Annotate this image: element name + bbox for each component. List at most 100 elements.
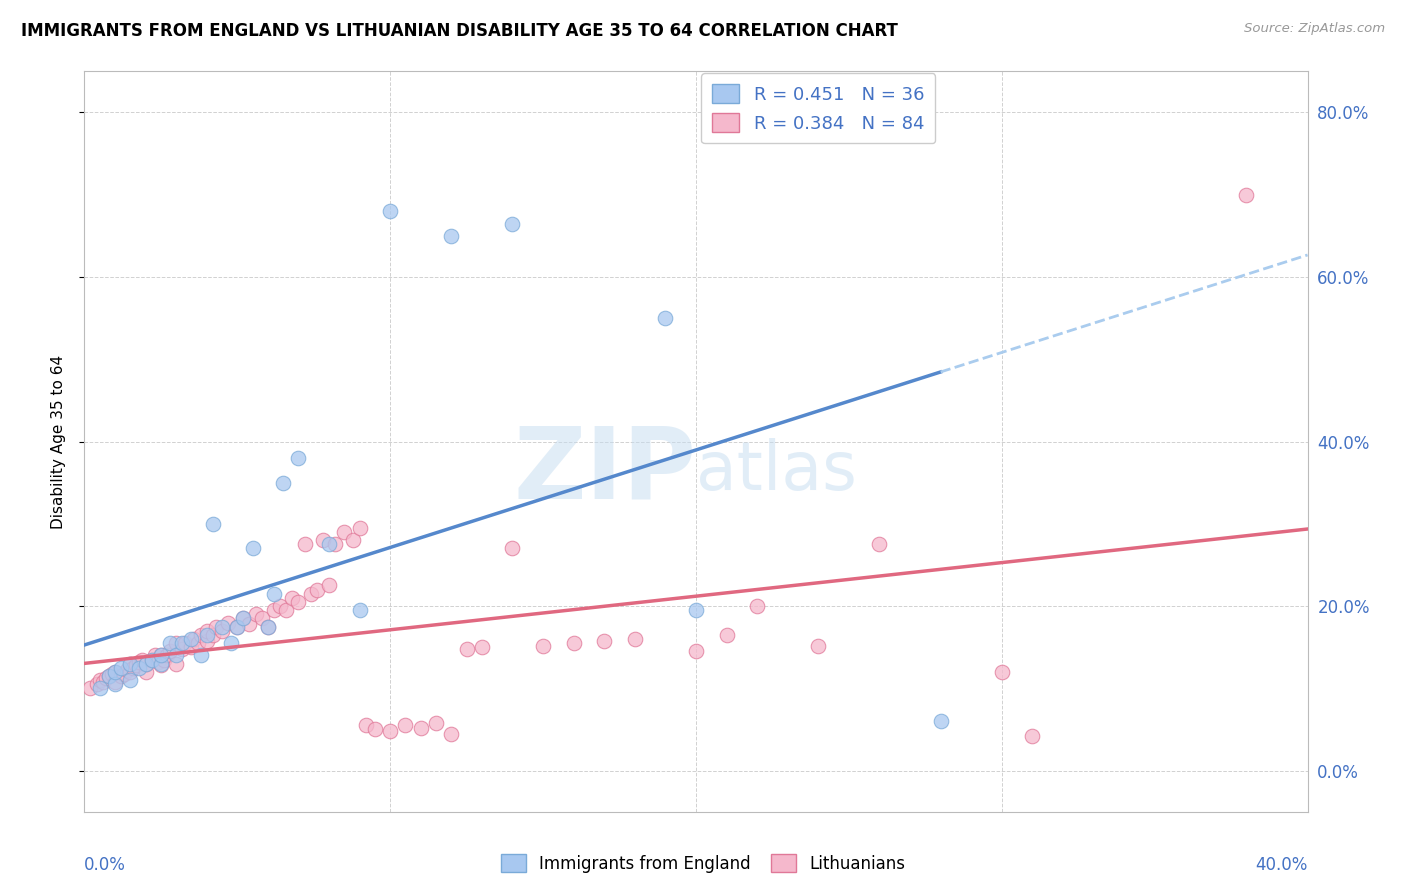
Text: Source: ZipAtlas.com: Source: ZipAtlas.com (1244, 22, 1385, 36)
Point (180, 640, 202, 655)
Point (349, 521, 371, 535)
Point (257, 619, 280, 633)
Point (281, 591, 304, 605)
Point (217, 615, 239, 630)
Point (440, 228, 463, 243)
Point (201, 516, 224, 531)
Point (159, 636, 181, 650)
Point (172, 641, 194, 656)
Text: 0.0%: 0.0% (84, 856, 127, 874)
Point (156, 648, 179, 663)
Point (91, 674, 114, 689)
Point (104, 677, 127, 691)
Point (104, 665, 127, 679)
Point (104, 665, 127, 679)
Point (201, 628, 224, 642)
Point (141, 652, 163, 666)
Point (135, 657, 157, 671)
Text: atlas: atlas (696, 438, 856, 504)
Point (624, 632, 647, 646)
Point (149, 648, 172, 663)
Point (135, 657, 157, 671)
Point (318, 537, 340, 551)
Point (502, 541, 524, 556)
Point (86, 677, 108, 691)
Point (287, 595, 309, 609)
Point (165, 657, 187, 671)
Point (456, 641, 478, 656)
Point (238, 617, 260, 632)
Point (593, 633, 616, 648)
Point (120, 673, 142, 687)
Point (165, 636, 187, 650)
Text: ZIP: ZIP (513, 423, 696, 520)
Point (153, 652, 176, 666)
Point (219, 636, 242, 650)
Point (716, 628, 738, 642)
Point (685, 603, 707, 617)
Point (250, 611, 273, 625)
Point (685, 644, 707, 658)
Point (143, 648, 166, 663)
Point (195, 633, 218, 648)
Point (1021, 729, 1043, 743)
Point (354, 718, 377, 732)
Point (112, 666, 135, 681)
Point (747, 599, 769, 613)
Point (101, 666, 124, 681)
Point (232, 611, 254, 625)
Point (394, 718, 416, 732)
Point (349, 603, 371, 617)
Point (380, 724, 402, 739)
Point (226, 619, 249, 633)
Point (232, 611, 254, 625)
Legend: Immigrants from England, Lithuanians: Immigrants from England, Lithuanians (494, 847, 912, 880)
Point (471, 640, 494, 655)
Point (263, 587, 285, 601)
Point (245, 607, 267, 622)
Point (97, 669, 120, 683)
Point (195, 624, 218, 638)
Point (502, 217, 524, 231)
Point (305, 582, 328, 597)
Point (271, 475, 294, 490)
Point (342, 533, 364, 548)
Point (380, 204, 402, 219)
Point (869, 537, 891, 551)
Point (312, 533, 335, 548)
Point (141, 652, 163, 666)
Point (190, 628, 212, 642)
Point (97, 669, 120, 683)
Point (654, 311, 676, 326)
Point (120, 657, 142, 671)
Point (120, 657, 142, 671)
Point (128, 661, 150, 675)
Point (409, 721, 432, 735)
Text: IMMIGRANTS FROM ENGLAND VS LITHUANIAN DISABILITY AGE 35 TO 64 CORRELATION CHART: IMMIGRANTS FROM ENGLAND VS LITHUANIAN DI… (21, 22, 898, 40)
Point (115, 663, 138, 677)
Point (276, 603, 298, 617)
Y-axis label: Disability Age 35 to 64: Disability Age 35 to 64 (51, 354, 66, 529)
Point (104, 674, 127, 689)
Point (89, 681, 111, 696)
Point (257, 619, 280, 633)
Point (125, 658, 148, 673)
Point (135, 665, 157, 679)
Point (110, 661, 132, 675)
Point (287, 450, 309, 465)
Point (79, 681, 101, 696)
Point (159, 644, 181, 658)
Point (333, 524, 356, 539)
Point (186, 636, 208, 650)
Text: 40.0%: 40.0% (1256, 856, 1308, 874)
Point (211, 624, 233, 638)
Point (294, 537, 316, 551)
Point (929, 714, 952, 729)
Point (323, 537, 346, 551)
Point (120, 665, 142, 679)
Point (146, 655, 169, 669)
Point (299, 587, 322, 601)
Point (440, 726, 463, 740)
Point (562, 636, 585, 650)
Point (149, 658, 172, 673)
